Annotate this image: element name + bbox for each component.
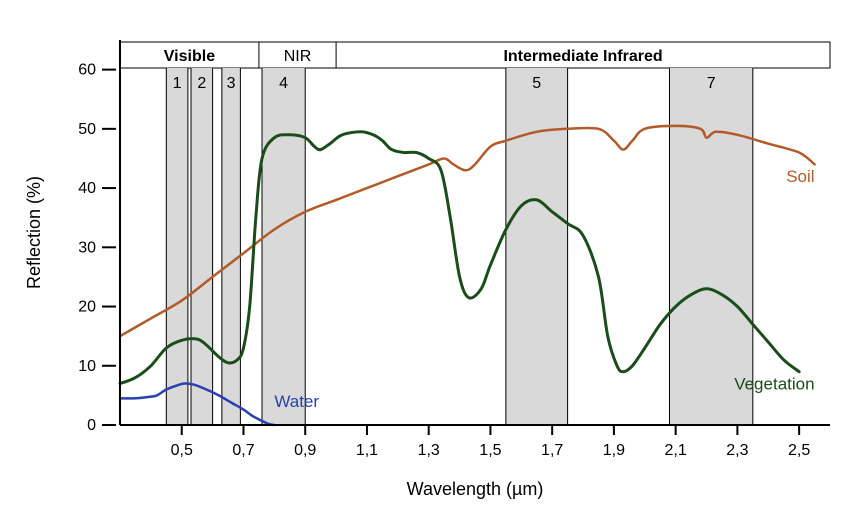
y-tick-label: 50: [78, 121, 96, 138]
y-tick-label: 10: [78, 358, 96, 375]
series-label-water: Water: [274, 392, 319, 411]
region-label: Visible: [164, 48, 215, 65]
band-number: 5: [532, 75, 541, 92]
spectral-band: [669, 68, 752, 425]
chart-svg: Visible NIR Intermediate Infrared 12 3 4 5 7 Wat…: [0, 0, 857, 523]
x-tick-label: 0,7: [232, 442, 254, 459]
region-label: NIR: [284, 48, 312, 65]
band-number: 3: [227, 75, 236, 92]
spectral-band: [506, 68, 568, 425]
x-tick-label: 2,3: [726, 442, 748, 459]
region-label: Intermediate Infrared: [503, 48, 662, 65]
y-tick-label: 30: [78, 239, 96, 256]
x-tick-label: 2,5: [788, 442, 810, 459]
band-number: 2: [197, 75, 206, 92]
x-tick-label: 1,7: [541, 442, 563, 459]
band-number: 4: [279, 75, 288, 92]
band-number: 7: [707, 75, 716, 92]
spectral-band: [222, 68, 241, 425]
spectral-band: [262, 68, 305, 425]
x-tick-label: 0,9: [294, 442, 316, 459]
region-header: [120, 42, 830, 68]
x-tick-label: 0,5: [171, 442, 193, 459]
y-tick-label: 20: [78, 299, 96, 316]
spectral-band: [166, 68, 188, 425]
x-tick-label: 1,3: [418, 442, 440, 459]
spectral-band: [191, 68, 213, 425]
reflectance-chart: Visible NIR Intermediate Infrared 12 3 4 5 7 Wat…: [0, 0, 857, 523]
series-label-soil: Soil: [786, 167, 814, 186]
y-tick-label: 0: [87, 417, 96, 434]
y-tick-label: 40: [78, 180, 96, 197]
series-label-vegetation: Vegetation: [734, 374, 814, 393]
x-tick-label: 1,9: [603, 442, 625, 459]
x-tick-label: 1,1: [356, 442, 378, 459]
y-axis-label: Reflection (%): [24, 176, 44, 289]
band-number: 1: [173, 75, 182, 92]
y-tick-label: 60: [78, 62, 96, 79]
x-axis-label: Wavelength (µm): [407, 479, 544, 499]
x-tick-label: 2,1: [665, 442, 687, 459]
x-tick-label: 1,5: [479, 442, 501, 459]
